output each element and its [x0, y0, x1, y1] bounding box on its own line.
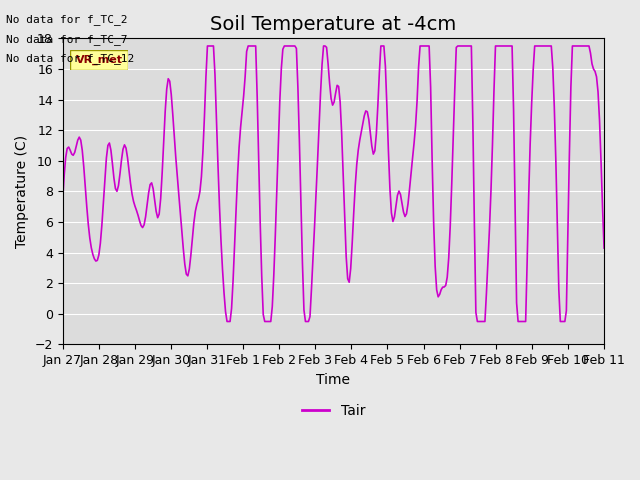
Text: No data for f_TC_12: No data for f_TC_12	[6, 53, 134, 64]
Tair	[299, 260, 307, 266]
Line: Tair: Tair	[63, 46, 604, 322]
Tair	[223, 319, 231, 324]
Text: No data for f_TC_7: No data for f_TC_7	[6, 34, 128, 45]
X-axis label: Time: Time	[316, 373, 350, 387]
Text: VR_met: VR_met	[76, 55, 123, 65]
Tair	[204, 43, 211, 49]
Tair	[59, 198, 67, 204]
Tair	[241, 74, 249, 80]
Tair	[250, 43, 258, 49]
Text: No data for f_TC_2: No data for f_TC_2	[6, 14, 128, 25]
Tair	[221, 309, 229, 314]
Tair	[573, 43, 580, 49]
Title: Soil Temperature at -4cm: Soil Temperature at -4cm	[210, 15, 456, 34]
Tair	[600, 245, 608, 251]
Tair	[125, 168, 133, 173]
Legend: Tair: Tair	[296, 398, 371, 423]
Y-axis label: Temperature (C): Temperature (C)	[15, 135, 29, 248]
